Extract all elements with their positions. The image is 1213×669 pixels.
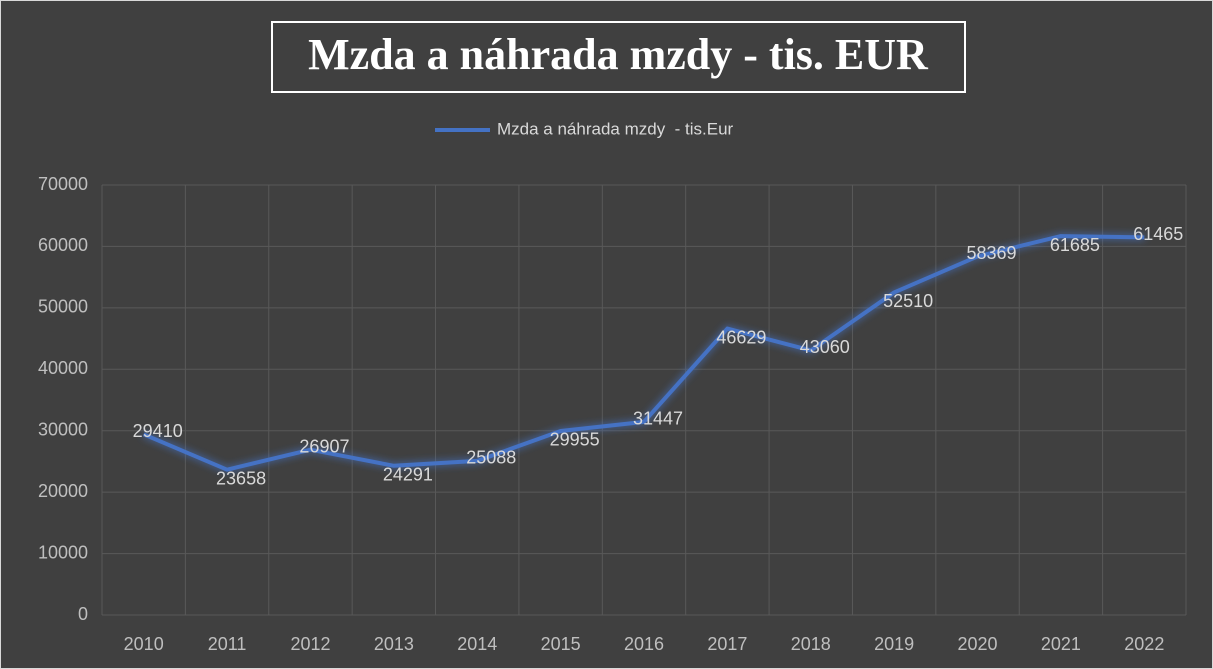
title-box [271,21,966,93]
chart-title: Mzda a náhrada mzdy - tis. EUR [308,30,929,79]
series-line [142,234,1145,472]
data-label: 25088 [466,448,516,468]
data-label: 52510 [883,291,933,311]
x-tick-label: 2020 [958,634,998,654]
data-label: 31447 [633,409,683,429]
data-label: 29410 [133,421,183,441]
data-label: 46629 [716,327,766,347]
x-tick-label: 2019 [874,634,914,654]
data-label: 61685 [1050,235,1100,255]
x-tick-label: 2012 [290,634,330,654]
y-tick-label: 40000 [38,358,88,378]
data-label: 24291 [383,465,433,485]
y-tick-label: 60000 [38,235,88,255]
x-tick-label: 2016 [624,634,664,654]
x-tick-label: 2013 [374,634,414,654]
y-tick-label: 10000 [38,542,88,562]
x-tick-label: 2015 [541,634,581,654]
y-tick-label: 20000 [38,481,88,501]
x-tick-label: 2010 [124,634,164,654]
x-tick-label: 2017 [707,634,747,654]
x-tick-label: 2021 [1041,634,1081,654]
x-tick-label: 2014 [457,634,497,654]
y-tick-label: 70000 [38,174,88,194]
data-label: 58369 [967,243,1017,263]
y-tick-label: 50000 [38,297,88,317]
data-label: 23658 [216,468,266,488]
data-label: 26907 [299,436,349,456]
x-tick-label: 2011 [208,634,247,654]
data-label: 61465 [1133,224,1183,244]
x-tick-label: 2018 [791,634,831,654]
y-tick-label: 0 [78,604,88,624]
y-tick-label: 30000 [38,419,88,439]
x-tick-label: 2022 [1124,634,1164,654]
legend-label: Mzda a náhrada mzdy - tis.Eur [497,119,734,138]
data-label: 29955 [550,430,600,450]
data-label: 43060 [800,337,850,357]
